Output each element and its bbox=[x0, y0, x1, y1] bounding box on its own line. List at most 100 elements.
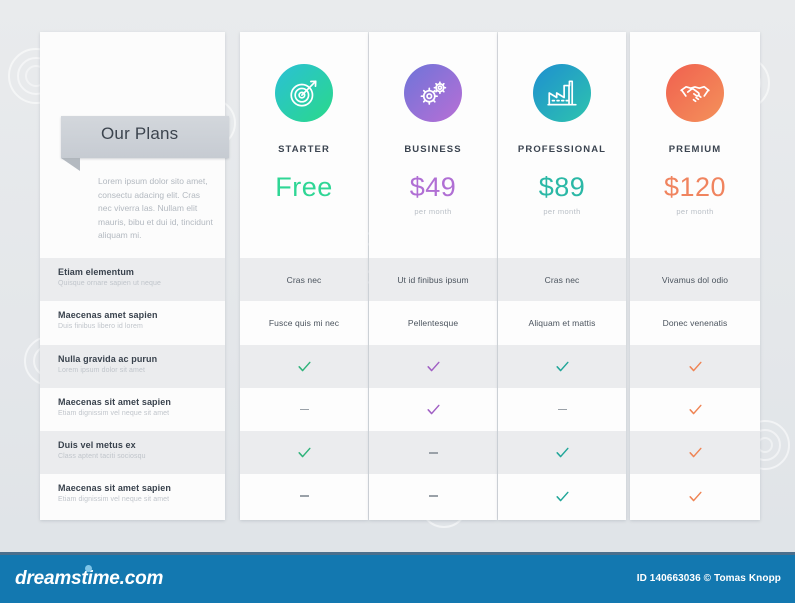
check-icon bbox=[555, 448, 569, 458]
plan-header: STARTER Free bbox=[240, 32, 368, 258]
feature-subtitle: Quisque ornare sapien ut neque bbox=[58, 280, 162, 287]
feature-value bbox=[240, 345, 368, 388]
plan-name: STARTER bbox=[278, 144, 330, 155]
dash-icon bbox=[299, 408, 309, 411]
feature-row bbox=[369, 344, 497, 388]
feature-subtitle: Duis finibus libero id lorem bbox=[58, 323, 143, 331]
pricing-board: Our Plans Lorem ipsum dolor sito amet, c… bbox=[40, 32, 760, 520]
plan-value-rows: Cras nec Aliquam et mattis bbox=[498, 258, 626, 518]
plan-value-rows: Vivamus dol odio Donec venenatis bbox=[630, 258, 760, 518]
feature-label: Maecenas sit amet sapien Etiam dignissim … bbox=[58, 483, 215, 503]
feature-value bbox=[498, 474, 626, 517]
feature-row: Maecenas sit amet sapien Etiam dignissim … bbox=[40, 388, 225, 431]
ribbon-fold bbox=[61, 158, 80, 171]
check-icon bbox=[688, 361, 702, 372]
logo-dot-icon bbox=[85, 565, 92, 572]
feature-value: Vivamus dol odio bbox=[661, 274, 729, 285]
feature-value: Ut id finibus ipsum bbox=[397, 274, 469, 285]
feature-row: Aliquam et mattis bbox=[498, 301, 626, 344]
feature-row: Duis vel metus ex Class aptent taciti soc… bbox=[40, 431, 225, 475]
feature-label: Etiam elementum Quisque ornare sapien ut … bbox=[58, 267, 215, 287]
feature-value: Cras nec bbox=[544, 274, 580, 285]
feature-row bbox=[498, 344, 626, 388]
feature-row: Maecenas sit amet sapien Etiam dignissim … bbox=[40, 474, 225, 517]
check-icon bbox=[297, 448, 311, 458]
feature-subtitle: Etiam dignissim vel neque sit amet bbox=[58, 496, 170, 504]
plan-column-premium[interactable]: PREMIUM $120 per month Vivamus dol odio Done… bbox=[630, 32, 760, 520]
our-plans-ribbon: Our Plans bbox=[61, 116, 229, 171]
check-icon bbox=[688, 491, 702, 501]
feature-row bbox=[630, 344, 760, 388]
feature-row bbox=[369, 388, 497, 431]
feature-row bbox=[240, 474, 368, 517]
plan-header: PREMIUM $120 per month bbox=[630, 32, 760, 258]
plan-column-starter[interactable]: STARTER Free Cras nec Fusce quis mi nec bbox=[240, 32, 368, 520]
feature-title: Maecenas sit amet sapien bbox=[58, 396, 171, 407]
plan-price: Free bbox=[275, 172, 333, 202]
feature-row: Etiam elementum Quisque ornare sapien ut … bbox=[40, 258, 225, 302]
feature-value bbox=[240, 474, 368, 517]
plan-price: $49 bbox=[409, 172, 457, 202]
plan-value-rows: Cras nec Fusce quis mi nec bbox=[240, 258, 368, 518]
feature-value bbox=[369, 474, 497, 517]
plan-header: BUSINESS $49 per month bbox=[369, 32, 497, 258]
stock-footer-bar: dreamstime.com ID 140663036 © Tomas Knop… bbox=[0, 552, 795, 603]
feature-row bbox=[369, 431, 497, 475]
plan-header: PROFESSIONAL $89 per month bbox=[498, 32, 626, 258]
feature-value bbox=[240, 431, 368, 474]
feature-label: Maecenas sit amet sapien Etiam dignissim … bbox=[58, 397, 215, 417]
feature-subtitle: Etiam dignissim vel neque sit amet bbox=[58, 409, 170, 417]
plan-column-professional[interactable]: PROFESSIONAL $89 per month Cras nec Aliquam … bbox=[498, 32, 626, 520]
feature-value bbox=[630, 474, 760, 517]
plan-value-rows: Ut id finibus ipsum Pellentesque bbox=[369, 258, 497, 518]
handshake-icon bbox=[666, 64, 724, 122]
check-icon bbox=[688, 404, 702, 415]
feature-row: Nulla gravida ac purun Lorem ipsum dolor … bbox=[40, 344, 225, 388]
feature-title: Maecenas amet sapien bbox=[58, 310, 158, 321]
plan-name: BUSINESS bbox=[404, 144, 462, 155]
feature-value bbox=[240, 388, 368, 431]
factory-icon bbox=[533, 64, 591, 122]
feature-row bbox=[498, 474, 626, 517]
feature-label: Duis vel metus ex Class aptent taciti soc… bbox=[58, 440, 215, 460]
feature-row bbox=[630, 431, 760, 475]
feature-value bbox=[630, 431, 760, 474]
feature-row: Cras nec bbox=[498, 258, 626, 302]
plan-price-period: per month bbox=[543, 207, 581, 216]
feature-row bbox=[630, 388, 760, 431]
plan-price-period: per month bbox=[414, 207, 452, 216]
feature-row: Maecenas amet sapien Duis finibus libero … bbox=[40, 301, 225, 344]
plan-price-period: per month bbox=[676, 207, 714, 216]
feature-value bbox=[498, 345, 626, 388]
dash-icon bbox=[557, 408, 567, 411]
feature-row bbox=[369, 474, 497, 517]
feature-value bbox=[498, 431, 626, 474]
feature-row: Ut id finibus ipsum bbox=[369, 258, 497, 302]
plan-name: PREMIUM bbox=[668, 144, 722, 155]
feature-value bbox=[369, 431, 497, 474]
feature-row bbox=[630, 474, 760, 517]
feature-value: Fusce quis mi nec bbox=[268, 317, 340, 328]
feature-value: Cras nec bbox=[286, 274, 322, 285]
feature-row: Pellentesque bbox=[369, 301, 497, 344]
feature-label-rows: Etiam elementum Quisque ornare sapien ut … bbox=[40, 258, 225, 518]
plan-name: PROFESSIONAL bbox=[517, 144, 607, 155]
feature-title: Duis vel metus ex bbox=[58, 440, 136, 451]
check-icon bbox=[555, 361, 569, 372]
feature-title: Nulla gravida ac purun bbox=[58, 353, 158, 364]
feature-row bbox=[498, 388, 626, 431]
plan-price: $120 bbox=[663, 172, 727, 202]
target-icon bbox=[275, 64, 333, 122]
intro-text: Lorem ipsum dolor sito amet, consectu ad… bbox=[98, 176, 213, 240]
feature-subtitle: Class aptent taciti sociosqu bbox=[58, 453, 146, 461]
feature-subtitle: Lorem ipsum dolor sit amet bbox=[58, 366, 146, 374]
feature-title: Maecenas sit amet sapien bbox=[58, 483, 171, 494]
check-icon bbox=[297, 361, 311, 372]
feature-title: Etiam elementum bbox=[58, 267, 135, 277]
feature-row: Donec venenatis bbox=[630, 301, 760, 344]
plan-column-business[interactable]: BUSINESS $49 per month Ut id finibus ipsum P… bbox=[369, 32, 497, 520]
info-column: Our Plans Lorem ipsum dolor sito amet, c… bbox=[40, 32, 229, 520]
dash-icon bbox=[428, 452, 438, 454]
dreamstime-logo: dreamstime.com bbox=[15, 568, 164, 589]
